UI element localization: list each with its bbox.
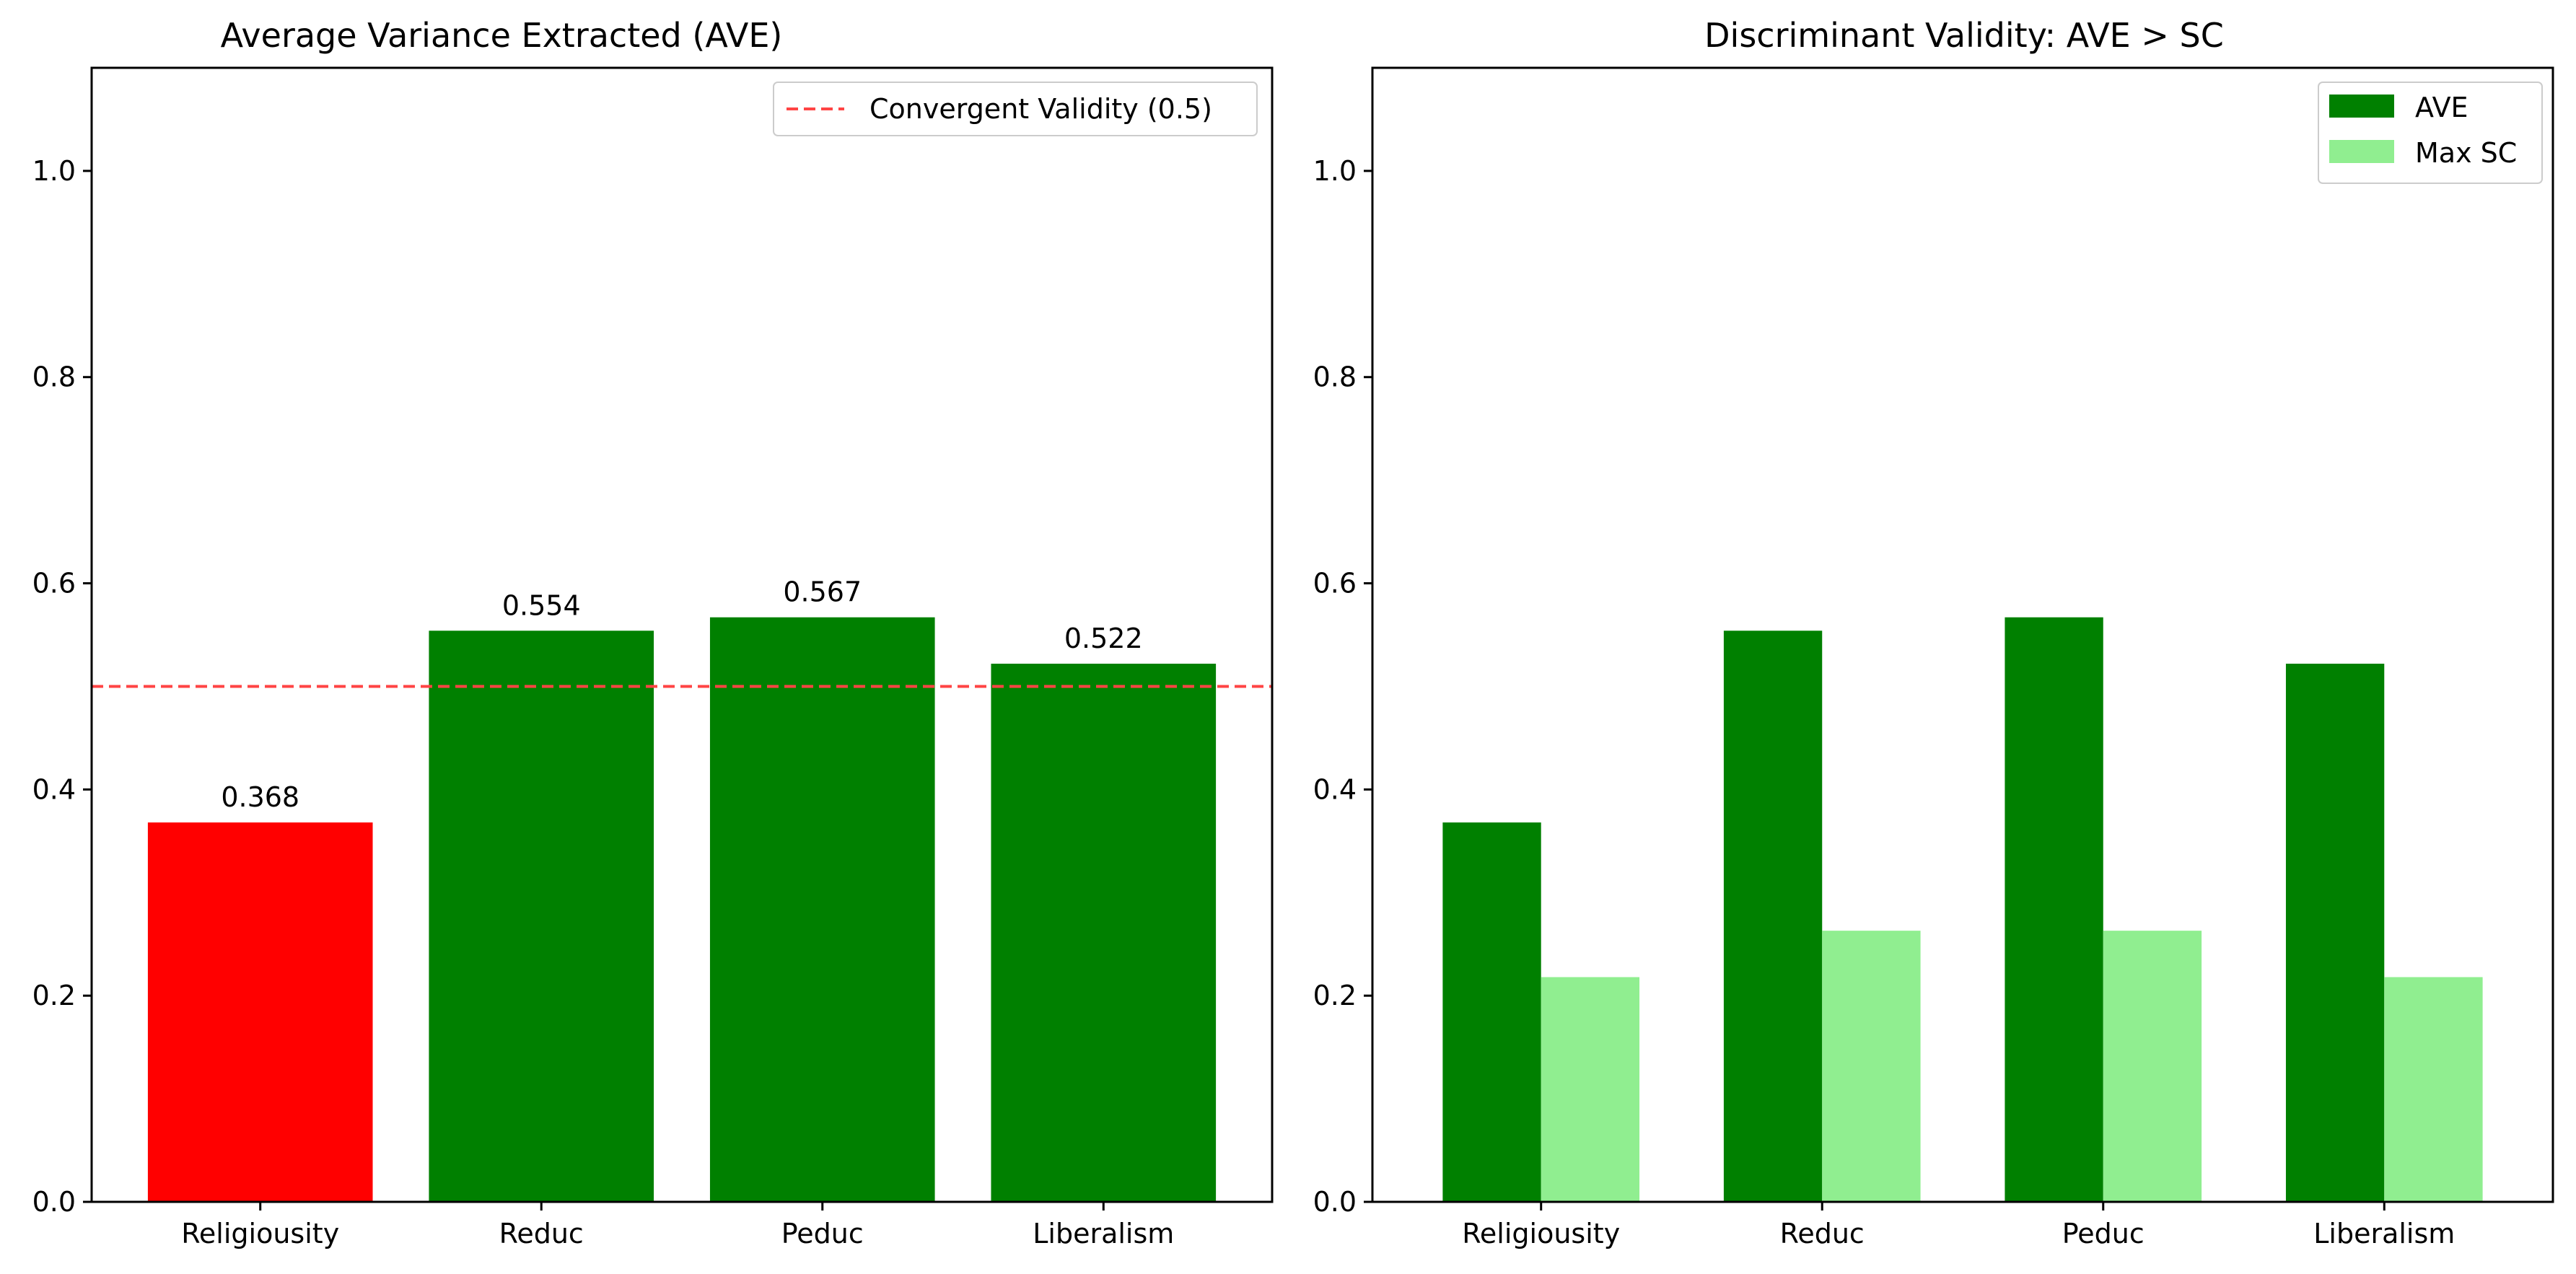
ave-data-labels: 0.368 0.554 0.567 0.522 bbox=[221, 576, 1142, 813]
ave-y-tick-label: 0.6 bbox=[32, 568, 76, 599]
max-sc-bar-reduc bbox=[1822, 931, 1921, 1202]
legend-ave-swatch bbox=[2329, 95, 2394, 118]
discriminant-chart-panel: Discriminant Validity: AVE > SC 0.00.20.… bbox=[1313, 16, 2554, 1249]
ave-value-label-liberalism: 0.522 bbox=[1064, 623, 1143, 654]
discriminant-y-tick-label: 0.0 bbox=[1313, 1186, 1357, 1218]
ave-x-tick-label-peduc: Peduc bbox=[781, 1218, 864, 1249]
ave-bar-religiousity bbox=[147, 822, 373, 1202]
discriminant-bars bbox=[1442, 617, 2483, 1202]
discriminant-chart-legend: AVE Max SC bbox=[2318, 82, 2543, 184]
ave-y-tick-label: 0.4 bbox=[32, 773, 76, 805]
ave-bar-peduc bbox=[709, 617, 935, 1202]
max-sc-bar-peduc bbox=[2103, 931, 2202, 1202]
ave-y-tick-label: 1.0 bbox=[32, 155, 76, 187]
ave-x-tick-label-reduc: Reduc bbox=[499, 1218, 584, 1249]
ave-x-tick-label-religiousity: Religiousity bbox=[181, 1218, 339, 1249]
ave-value-label-peduc: 0.567 bbox=[783, 576, 862, 608]
discriminant-x-tick-label-liberalism: Liberalism bbox=[2313, 1218, 2455, 1249]
discriminant-y-axis: 0.0 0.2 0.4 0.6 0.8 1.0 bbox=[1313, 155, 1372, 1218]
discriminant-x-tick-label-religiousity: Religiousity bbox=[1462, 1218, 1620, 1249]
ave-bar-reduc bbox=[1723, 631, 1823, 1202]
ave-y-axis: 0.0 0.2 0.4 0.6 0.8 1.0 bbox=[32, 155, 92, 1218]
discriminant-chart-title: Discriminant Validity: AVE > SC bbox=[1704, 16, 2224, 55]
discriminant-x-axis: Religiousity Reduc Peduc Liberalism bbox=[1462, 1202, 2455, 1249]
ave-chart-title: Average Variance Extracted (AVE) bbox=[221, 16, 783, 55]
ave-bars bbox=[147, 617, 1217, 1202]
ave-bar-liberalism bbox=[2285, 664, 2385, 1202]
discriminant-y-tick-label: 0.2 bbox=[1313, 980, 1357, 1011]
ave-bar-religiousity bbox=[1442, 822, 1541, 1202]
ave-chart-frame bbox=[90, 66, 1274, 1203]
ave-x-tick-label-liberalism: Liberalism bbox=[1033, 1218, 1174, 1249]
ave-legend-threshold-label: Convergent Validity (0.5) bbox=[869, 93, 1212, 125]
discriminant-y-tick-label: 1.0 bbox=[1313, 155, 1357, 187]
discriminant-y-tick-label: 0.4 bbox=[1313, 773, 1357, 805]
discriminant-x-tick-label-reduc: Reduc bbox=[1780, 1218, 1865, 1249]
discriminant-y-tick-label: 0.8 bbox=[1313, 361, 1357, 393]
ave-bar-peduc bbox=[2005, 617, 2103, 1202]
ave-y-tick-label: 0.0 bbox=[32, 1186, 76, 1218]
ave-y-tick-label: 0.8 bbox=[32, 361, 76, 393]
ave-chart-panel: Average Variance Extracted (AVE) 0.3680.… bbox=[32, 16, 1274, 1249]
discriminant-x-tick-label-peduc: Peduc bbox=[2062, 1218, 2145, 1249]
ave-chart-legend: Convergent Validity (0.5) bbox=[773, 82, 1258, 136]
ave-x-axis: Religiousity Reduc Peduc Liberalism bbox=[181, 1202, 1174, 1249]
ave-bar-liberalism bbox=[991, 664, 1217, 1202]
ave-y-tick-label: 0.2 bbox=[32, 980, 76, 1011]
max-sc-bar-religiousity bbox=[1541, 977, 1640, 1202]
legend-max-sc-swatch bbox=[2329, 140, 2394, 163]
ave-value-label-reduc: 0.554 bbox=[502, 589, 581, 621]
legend-ave-label: AVE bbox=[2415, 92, 2468, 123]
ave-bar-reduc bbox=[429, 631, 654, 1202]
discriminant-y-tick-label: 0.6 bbox=[1313, 568, 1357, 599]
ave-value-label-religiousity: 0.368 bbox=[221, 781, 299, 813]
legend-max-sc-label: Max SC bbox=[2415, 137, 2517, 169]
discriminant-chart-frame bbox=[1371, 66, 2554, 1203]
ave-legend-box bbox=[773, 82, 1258, 136]
max-sc-bar-liberalism bbox=[2384, 977, 2483, 1202]
